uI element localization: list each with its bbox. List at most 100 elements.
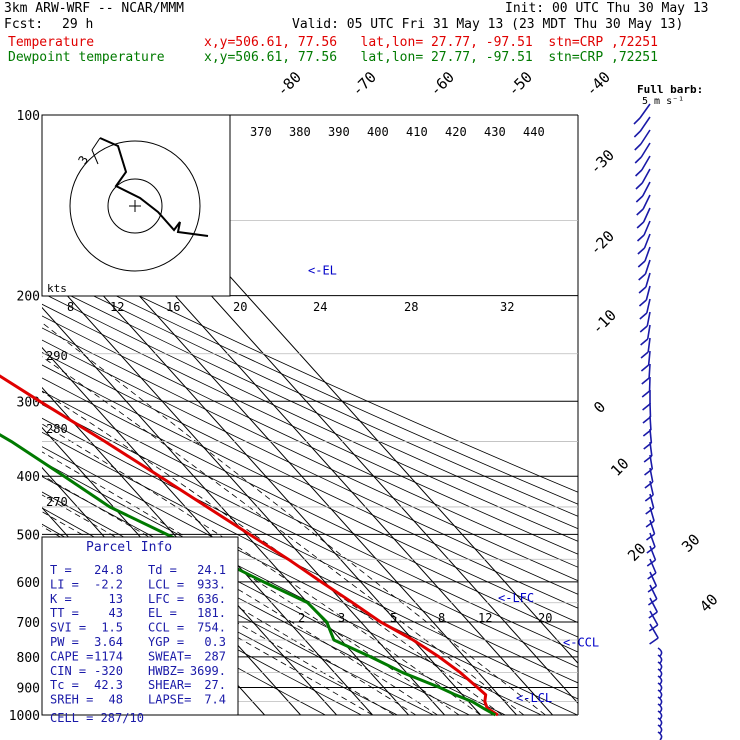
mixing-ratio-label: 12 xyxy=(110,300,124,314)
parcel-row-label-2: LFC = xyxy=(148,592,184,606)
parcel-row-label-2: YGP = xyxy=(148,635,184,649)
isentrope-label: 380 xyxy=(289,125,311,139)
mixing-ratio-label: 32 xyxy=(500,300,514,314)
pressure-label: 500 xyxy=(17,528,40,543)
parcel-row-label: PW = xyxy=(50,635,79,649)
dewpoint-legend: Dewpoint temperature xyxy=(8,50,165,65)
mixing-ratio-low-label: 12 xyxy=(478,611,492,625)
parcel-row-value: 48 xyxy=(109,693,123,707)
isentrope-label: 420 xyxy=(445,125,467,139)
parcel-row-value: -2.2 xyxy=(94,577,123,591)
wind-barb xyxy=(648,610,659,632)
wind-barb xyxy=(638,259,651,281)
wind-barb xyxy=(640,350,651,372)
isentrope-label: 410 xyxy=(406,125,428,139)
parcel-level-marker: <-LFC xyxy=(498,591,534,605)
parcel-row-value-2: 181. xyxy=(197,606,226,620)
parcel-row-value-2: 0.3 xyxy=(204,635,226,649)
parcel-row-label-2: LAPSE= xyxy=(148,693,191,707)
wind-barb xyxy=(645,506,655,528)
wind-barb xyxy=(645,493,655,515)
wind-barb xyxy=(644,467,654,489)
hodograph-center-cross xyxy=(129,200,141,212)
parcel-level-marker: <-LCL xyxy=(516,691,552,705)
wind-barb xyxy=(641,376,651,398)
wind-barb xyxy=(633,103,651,125)
isotherm-line xyxy=(0,115,13,715)
temperature-profile xyxy=(0,374,499,717)
temperature-location: x,y=506.61, 77.56 lat,lon= 27.77, -97.51… xyxy=(204,35,658,50)
parcel-row-value: 13 xyxy=(109,592,123,606)
isotherm-label: -60 xyxy=(426,68,458,100)
wind-barb-low xyxy=(657,675,663,685)
isentrope-label: 440 xyxy=(523,125,545,139)
wind-barb xyxy=(641,363,651,385)
wind-barb-low xyxy=(657,724,663,734)
mixing-ratio-low-label: 5 xyxy=(390,611,397,625)
parcel-level-marker: <-EL xyxy=(308,264,337,278)
parcel-row-label: SVI = xyxy=(50,621,86,635)
model-title: 3km ARW-WRF -- NCAR/MMM xyxy=(4,1,185,16)
wind-barb xyxy=(640,337,651,359)
wind-barb-low xyxy=(657,710,663,720)
full-barb-unit: 5 m s⁻¹ xyxy=(642,96,684,107)
parcel-row-label: Tc = xyxy=(50,678,79,692)
wind-barb xyxy=(639,311,651,333)
wind-barb xyxy=(640,324,651,346)
wind-barb-low xyxy=(657,696,663,706)
wind-barb xyxy=(642,402,652,424)
parcel-row-value: 24.8 xyxy=(94,563,123,577)
wind-barb xyxy=(635,181,651,203)
hodograph-ring-inner xyxy=(107,178,163,234)
hodograph-trace xyxy=(99,137,209,237)
isotherm-label: 0 xyxy=(590,398,609,417)
theta-e-label: 280 xyxy=(46,422,68,436)
parcel-row-value: 3.64 xyxy=(94,635,123,649)
wind-barb xyxy=(636,194,651,216)
wind-barb-low xyxy=(657,654,663,664)
wind-barb xyxy=(635,155,651,177)
wind-barb xyxy=(638,272,651,294)
wind-barb xyxy=(633,116,651,138)
isotherm-line xyxy=(42,346,373,715)
wind-barb-low xyxy=(657,668,663,678)
parcel-row-value: -320 xyxy=(94,664,123,678)
parcel-row-value-2: 7.4 xyxy=(204,693,226,707)
parcel-row-value-2: 27. xyxy=(204,678,226,692)
mixing-ratio-label: 24 xyxy=(313,300,327,314)
isotherm-label: 20 xyxy=(624,539,650,565)
parcel-row-value-2: 754. xyxy=(197,621,226,635)
wind-barb-low xyxy=(657,689,663,699)
wind-barb xyxy=(644,480,654,502)
pressure-label: 1000 xyxy=(9,709,40,724)
pressure-label: 600 xyxy=(17,576,40,591)
parcel-row-value-2: 636. xyxy=(197,592,226,606)
isentrope-label: 430 xyxy=(484,125,506,139)
isotherm-label: 30 xyxy=(678,530,704,556)
wind-barb xyxy=(634,129,651,151)
pressure-label: 100 xyxy=(17,109,40,124)
forecast-hours: 29 h xyxy=(62,17,94,32)
mixing-ratio-label: 28 xyxy=(404,300,418,314)
mixing-ratio-label: 8 xyxy=(67,300,74,314)
parcel-row-label: LI = xyxy=(50,577,79,591)
parcel-row-value: 1174 xyxy=(94,649,123,663)
parcel-row-label: SREH = xyxy=(50,693,93,707)
isotherm-label: -50 xyxy=(504,68,536,100)
wind-barb xyxy=(636,220,651,242)
isotherm-label: -20 xyxy=(586,227,618,259)
hodograph-ring-outer xyxy=(69,140,201,272)
parcel-row-label: T = xyxy=(50,563,72,577)
wind-barb-low xyxy=(657,703,663,713)
pressure-label: 900 xyxy=(17,682,40,697)
isotherm-label: -10 xyxy=(588,306,620,338)
wind-barb xyxy=(646,519,656,541)
dewpoint-profile xyxy=(0,433,497,717)
parcel-row-label-2: HWBZ= xyxy=(148,664,184,678)
parcel-row-value: 42.3 xyxy=(94,678,123,692)
full-barb-label: Full barb: xyxy=(637,83,703,96)
parcel-info-title: Parcel Info xyxy=(86,540,172,555)
parcel-info-box xyxy=(41,536,239,716)
isentrope-label: 400 xyxy=(367,125,389,139)
isotherm-line xyxy=(42,226,481,715)
